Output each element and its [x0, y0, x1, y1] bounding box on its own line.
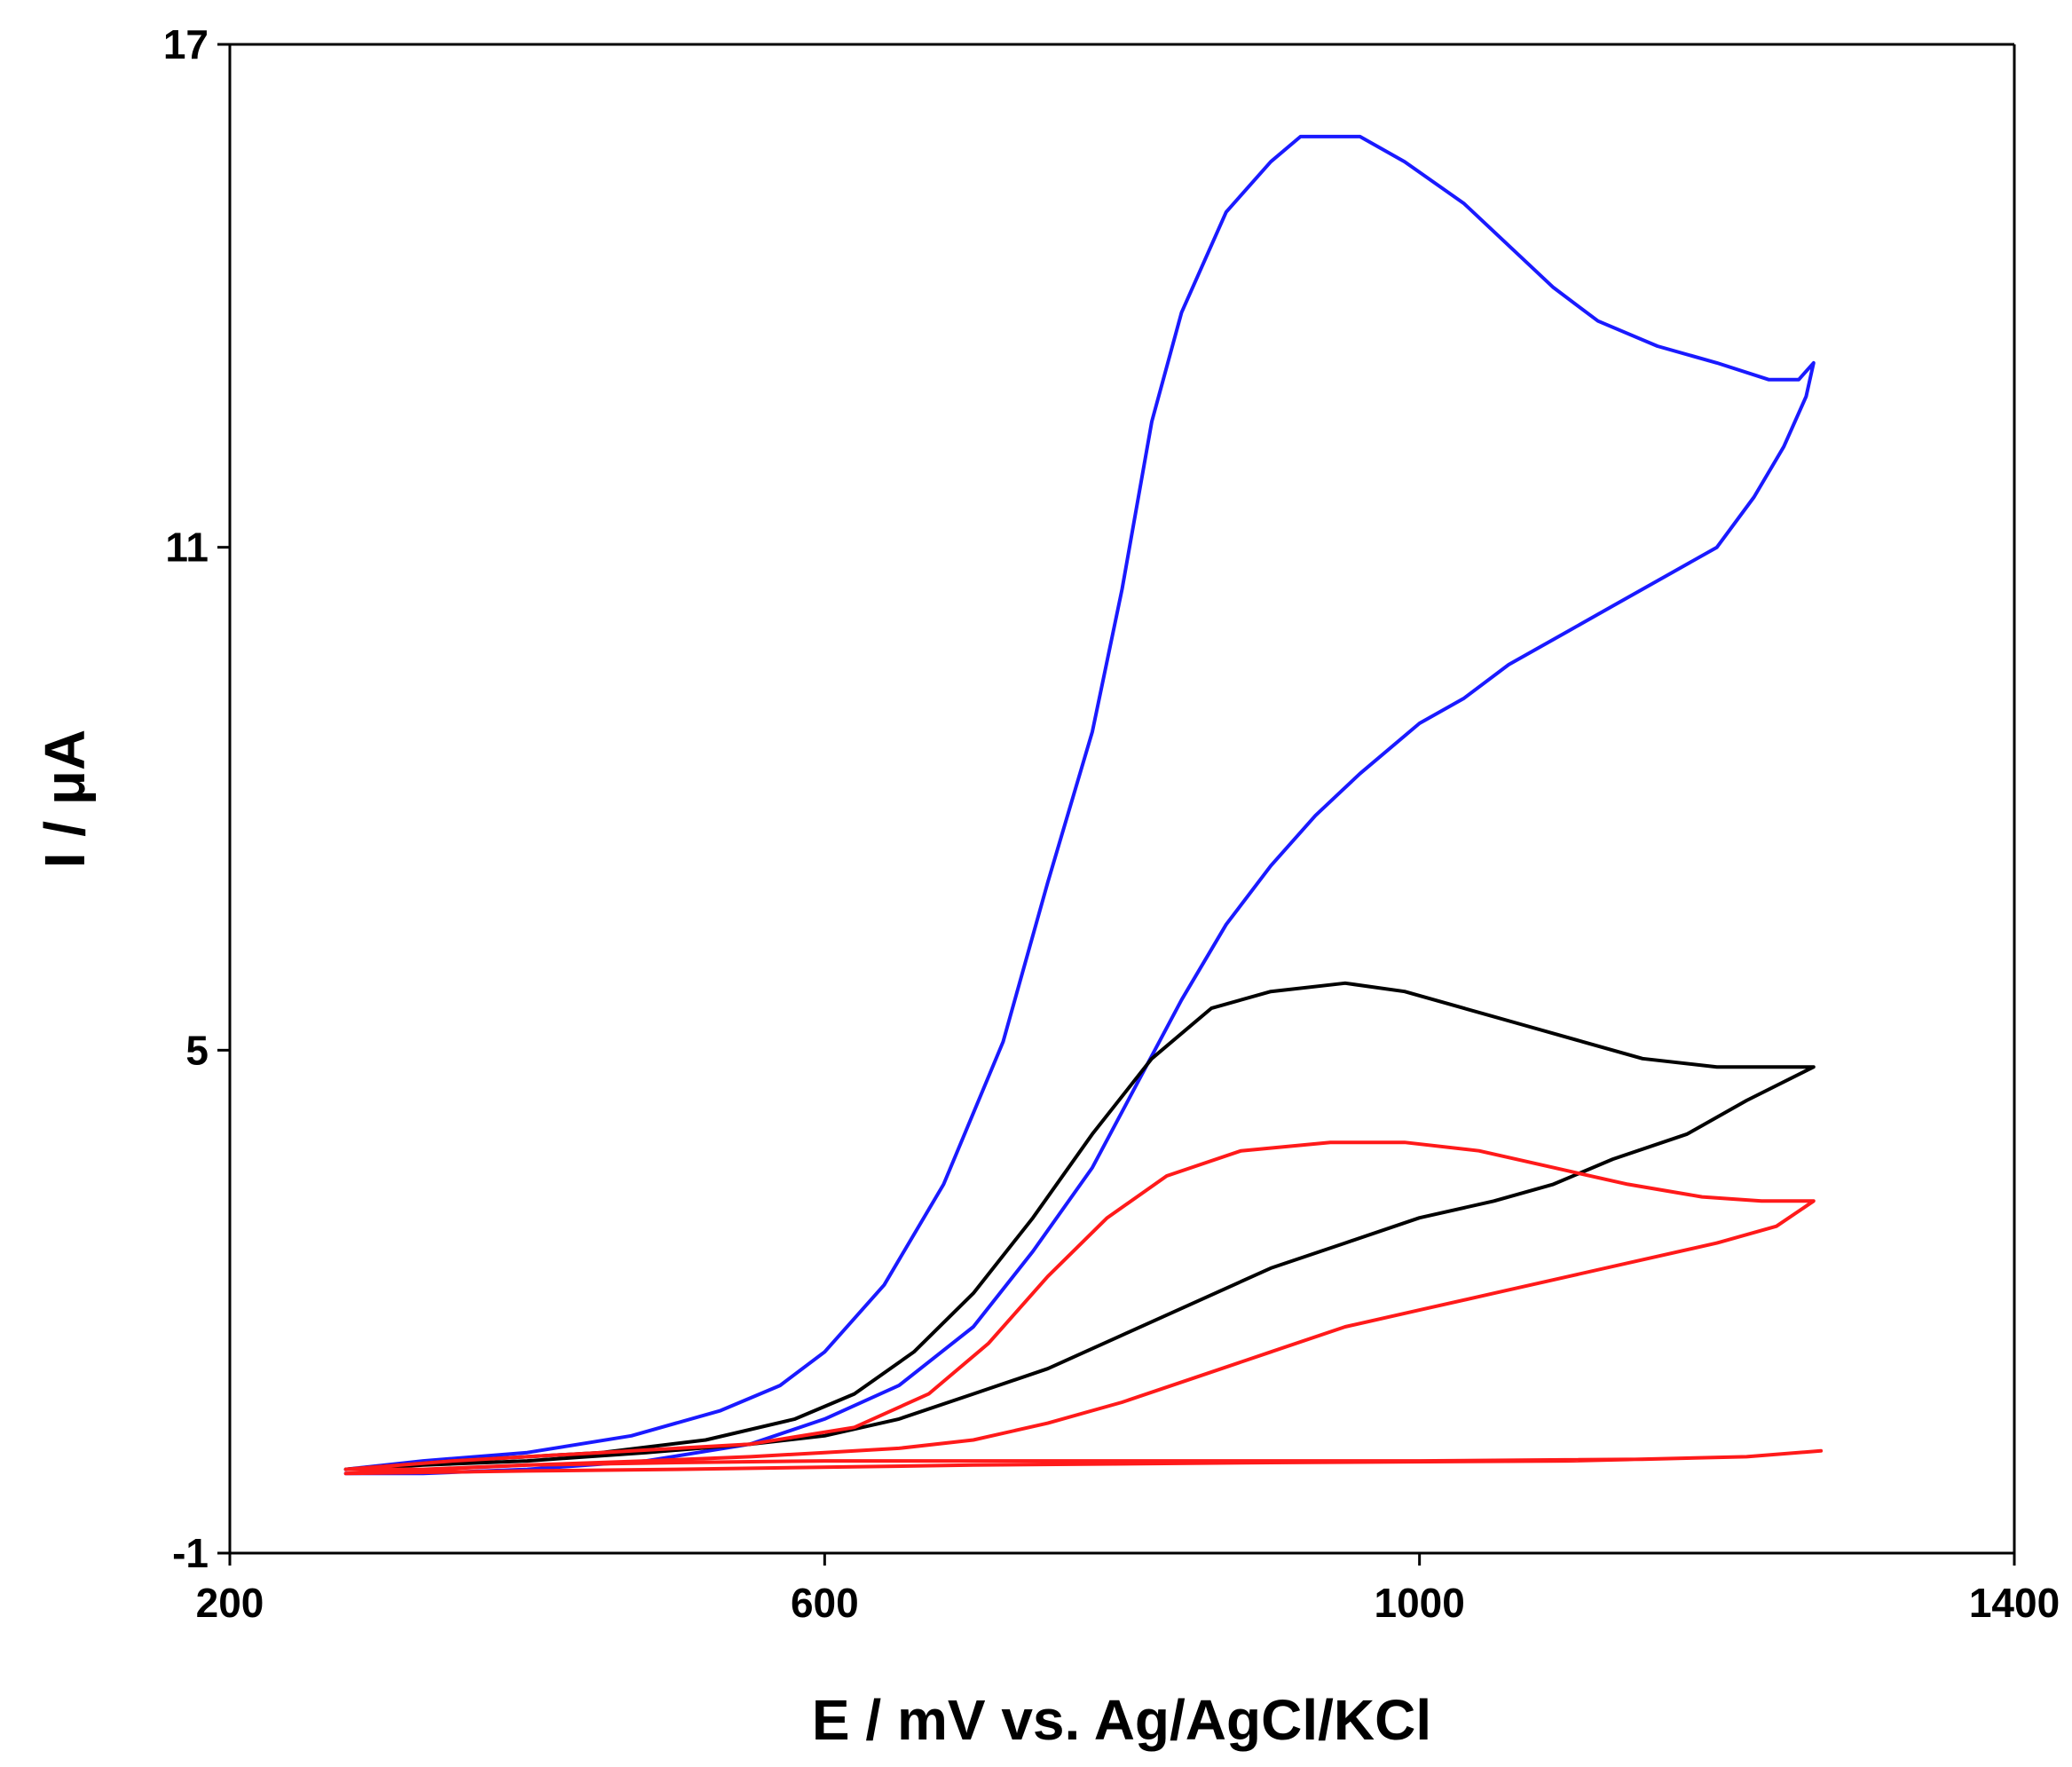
series-line-a [343, 1140, 1816, 1471]
x-tick-label: 200 [196, 1580, 264, 1626]
ticks: 200 600 1000 1400 -1 5 11 17 [163, 21, 2060, 1626]
x-axis-title: E / mV vs. Ag/AgCl/KCl [812, 1688, 1431, 1752]
y-axis-title: I / μA [33, 730, 97, 869]
y-tick-label: 5 [185, 1027, 209, 1073]
series-line-b [343, 981, 1816, 1471]
axes [228, 43, 2016, 1555]
series-line-c [343, 134, 1816, 1476]
y-tick-label: -1 [172, 1530, 209, 1576]
x-tick-label: 600 [791, 1580, 859, 1626]
data-series [343, 134, 1824, 1476]
series-line-d [343, 1448, 1824, 1476]
x-tick-label: 1000 [1374, 1580, 1464, 1626]
y-tick-label: 17 [163, 21, 209, 67]
x-tick-label: 1400 [1969, 1580, 2060, 1626]
y-tick-label: 11 [165, 525, 209, 571]
